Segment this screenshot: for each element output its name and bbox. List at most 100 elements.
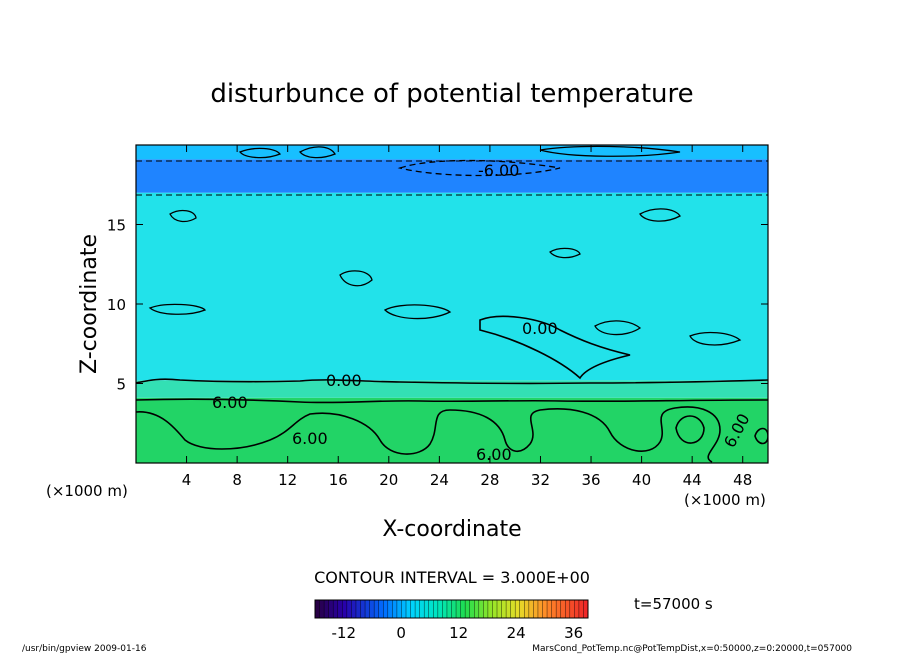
x-tick-label: 16 — [329, 471, 348, 489]
colorbar-cell — [569, 600, 575, 618]
colorbar-cell — [419, 600, 425, 618]
x-tick-label: 4 — [182, 471, 192, 489]
colorbar-cell — [483, 600, 489, 618]
colorbar-cell — [506, 600, 512, 618]
colorbar-cell — [519, 600, 525, 618]
colorbar-tick-label: 0 — [396, 624, 406, 642]
contour-zero-blob-i — [238, 147, 282, 159]
colorbar-cell — [460, 600, 466, 618]
colorbar-cell — [501, 600, 507, 618]
colorbar-cell — [328, 600, 334, 618]
contour-zero-blob-h — [549, 247, 581, 259]
colorbar-cell — [515, 600, 521, 618]
colorbar-cell — [578, 600, 584, 618]
colorbar-cell — [451, 600, 457, 618]
y-axis-label: Z-coordinate — [77, 234, 102, 374]
colorbar-cell — [428, 600, 434, 618]
colorbar-ticks: -12 0 12 24 36 — [331, 624, 583, 642]
x-tick-label: 40 — [632, 471, 651, 489]
colorbar-cell — [446, 600, 452, 618]
heatmap-band — [136, 145, 768, 160]
contour-zero-blob-b — [383, 304, 452, 320]
contour-interval-text: CONTOUR INTERVAL = 3.000E+00 — [314, 568, 590, 587]
contour-zero-ridge — [479, 315, 631, 380]
x-unit-left: (×1000 m) — [46, 482, 128, 500]
x-tick-label: 48 — [733, 471, 752, 489]
colorbar-cell — [528, 600, 534, 618]
footer-right: MarsCond_PotTemp.nc@PotTempDist,x=0:5000… — [532, 644, 852, 654]
colorbar-cell — [478, 600, 484, 618]
contour-pos6-wave — [136, 406, 721, 463]
colorbar-cell — [583, 600, 589, 618]
heatmap-band — [136, 380, 768, 398]
colorbar-cell — [374, 600, 380, 618]
colorbar-cell — [401, 600, 407, 618]
contour-zero-main — [136, 378, 768, 385]
colorbar-cell — [346, 600, 352, 618]
colorbar-cell — [424, 600, 430, 618]
colorbar-frame — [314, 599, 589, 619]
colorbar-cell — [355, 600, 361, 618]
contour-zero-blob-e — [339, 270, 373, 287]
colorbar-cell — [369, 600, 375, 618]
colorbar-cell — [351, 600, 357, 618]
x-tick-label: 8 — [232, 471, 242, 489]
contour-pos6-loop-b — [754, 427, 768, 445]
colorbar-tick-label: -12 — [331, 624, 356, 642]
colorbar-cell — [551, 600, 557, 618]
colorbar-cell — [365, 600, 371, 618]
y-tick-label: 5 — [116, 376, 126, 394]
x-tick-label: 44 — [683, 471, 702, 489]
y-tick-label: 15 — [107, 217, 126, 235]
colorbar-cell — [547, 600, 553, 618]
contour-lines — [136, 145, 768, 463]
time-label: t=57000 s — [634, 595, 713, 613]
colorbar-cell — [360, 600, 366, 618]
colorbar-cell — [537, 600, 543, 618]
colorbar-cell — [383, 600, 389, 618]
colorbar-cell — [415, 600, 421, 618]
colorbar-cell — [560, 600, 566, 618]
x-tick-label: 28 — [480, 471, 499, 489]
colorbar-cell — [442, 600, 448, 618]
colorbar-cell — [433, 600, 439, 618]
contour-label: 6.00 — [212, 393, 248, 412]
colorbar-cell — [342, 600, 348, 618]
colorbar-cell — [396, 600, 402, 618]
heatmap-band — [136, 159, 768, 193]
contour-pos6-top — [136, 398, 768, 404]
contour-zero-blob-g — [639, 208, 681, 222]
footer-left: /usr/bin/gpview 2009-01-16 — [22, 644, 147, 654]
colorbar-cell — [474, 600, 480, 618]
colorbar-cell — [510, 600, 516, 618]
contour-zero-blob-k — [539, 145, 681, 157]
x-axis: 4 8 12 16 20 24 28 32 36 40 44 48 — [182, 145, 752, 489]
colorbar-cell — [542, 600, 548, 618]
colorbar-cell — [337, 600, 343, 618]
contour-label: 0.00 — [326, 371, 362, 390]
colorbar-cell — [324, 600, 330, 618]
colorbar-cell — [392, 600, 398, 618]
x-tick-label: 32 — [531, 471, 550, 489]
colorbar-cell — [315, 600, 321, 618]
colorbar-cell — [556, 600, 562, 618]
colorbar-cell — [492, 600, 498, 618]
colorbar-cell — [533, 600, 539, 618]
x-tick-label: 12 — [278, 471, 297, 489]
colorbar-cell — [456, 600, 462, 618]
contour-zero-blob-j — [298, 146, 336, 159]
colorbar — [314, 599, 589, 619]
contour-pos6-loop-a — [675, 415, 705, 444]
colorbar-cell — [465, 600, 471, 618]
colorbar-cell — [406, 600, 412, 618]
contour-zero-blob-c — [594, 320, 642, 336]
contour-zero-blob-d — [689, 331, 742, 346]
chart-title: disturbunce of potential temperature — [210, 79, 693, 109]
colorbar-cell — [497, 600, 503, 618]
x-axis-label: X-coordinate — [382, 517, 521, 542]
colorbar-tick-label: 24 — [507, 624, 526, 642]
colorbar-cell — [387, 600, 393, 618]
colorbar-cell — [565, 600, 571, 618]
colorbar-cell — [437, 600, 443, 618]
